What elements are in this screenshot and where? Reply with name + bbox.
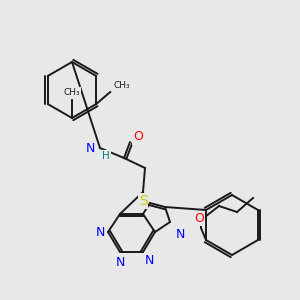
Text: S: S <box>139 194 147 208</box>
Text: N: N <box>115 256 125 269</box>
Text: N: N <box>85 142 95 154</box>
Text: N: N <box>176 228 185 241</box>
Text: N: N <box>96 226 105 238</box>
Text: O: O <box>194 212 204 225</box>
Text: CH₃: CH₃ <box>113 81 130 90</box>
Text: O: O <box>133 130 143 143</box>
Text: N: N <box>145 254 154 267</box>
Text: CH₃: CH₃ <box>64 88 80 97</box>
Text: H: H <box>102 151 110 161</box>
